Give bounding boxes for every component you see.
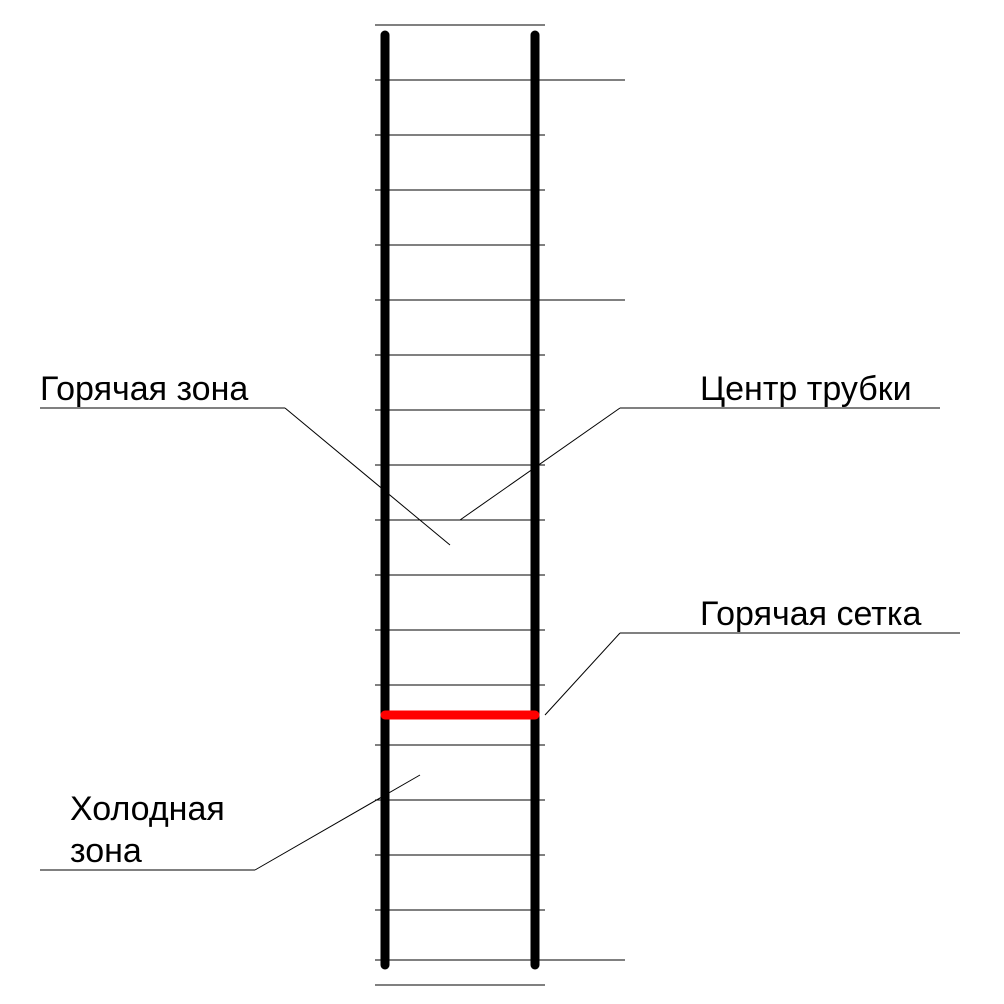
label-hot-mesh: Горячая сетка [545, 595, 960, 715]
label-cold-zone-text: Холоднаязона [70, 790, 225, 870]
grid-lines [375, 25, 625, 985]
label-hot-zone-text: Горячая зона [40, 370, 248, 408]
label-hot-mesh-text: Горячая сетка [700, 595, 921, 633]
label-cold-zone: Холоднаязона [40, 775, 420, 870]
label-hot-mesh-leader [545, 633, 620, 715]
label-cold-zone-leader [255, 775, 420, 870]
tube-diagram: Горячая зона Центр трубки Горячая сетка Хол… [0, 0, 1004, 1004]
tube-walls [385, 35, 535, 965]
label-tube-center-text: Центр трубки [700, 370, 912, 408]
labels: Горячая зона Центр трубки Горячая сетка Хол… [40, 370, 960, 870]
label-tube-center-leader [460, 408, 620, 520]
label-hot-zone-leader [285, 408, 450, 545]
